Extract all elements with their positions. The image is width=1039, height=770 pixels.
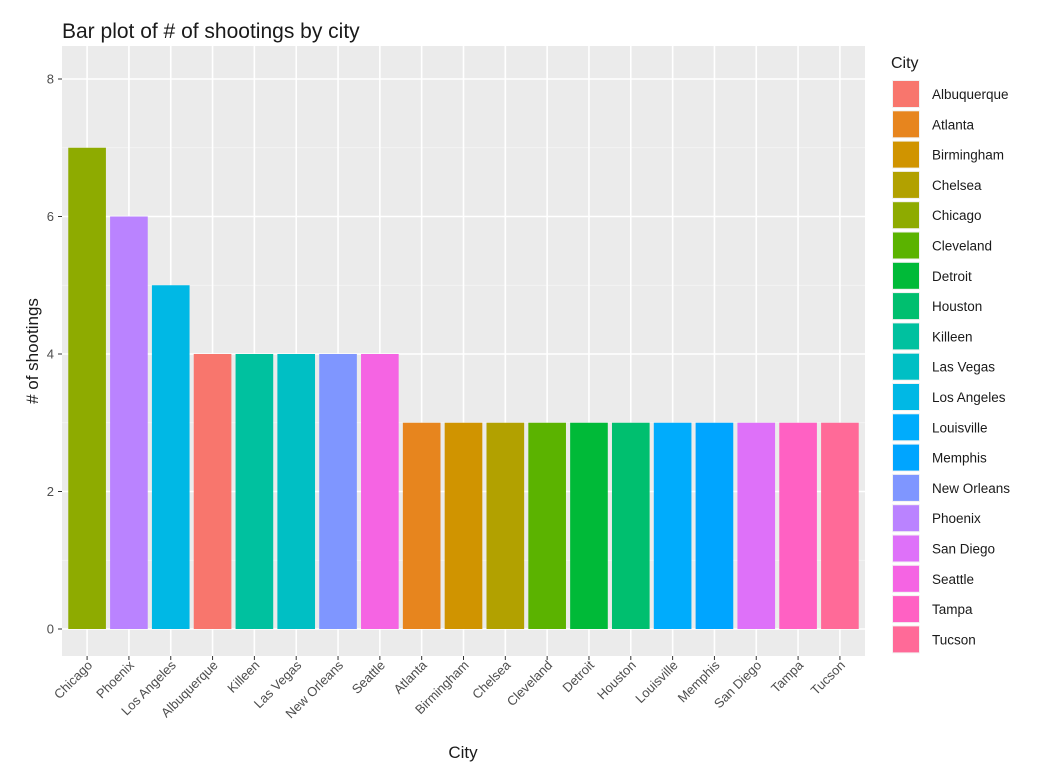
legend-label: Houston [932,299,982,314]
bar-seattle [361,354,399,629]
legend-swatch [893,384,919,410]
legend-swatch [893,565,919,592]
x-tick-label: Cleveland [504,658,555,709]
bar-houston [611,422,650,629]
legend-swatch [893,505,919,532]
legend-label: Los Angeles [932,390,1006,405]
legend-swatch [893,444,919,471]
legend-swatch [893,626,919,653]
y-tick-label: 6 [47,209,54,224]
x-tick-label: Killeen [224,658,262,696]
x-tick-label: Chicago [51,658,95,702]
y-tick-label: 8 [47,72,54,87]
bar-new-orleans [319,354,357,629]
legend-swatch [893,202,919,229]
legend-label: Chicago [932,208,982,223]
x-axis-title: City [448,743,478,762]
bar-birmingham [444,422,483,629]
bar-las-vegas [277,354,316,629]
legend-label: Killeen [932,329,973,344]
bar-albuquerque [193,354,232,629]
chart-title: Bar plot of # of shootings by city [62,20,360,43]
legend-label: Phoenix [932,511,981,526]
legend-label: New Orleans [932,481,1010,496]
y-axis-title: # of shootings [23,298,42,404]
legend-label: Tucson [932,632,976,647]
legend-label: San Diego [932,542,995,557]
legend-label: Detroit [932,269,972,284]
legend-swatch [893,262,919,289]
x-tick-label: Tampa [768,657,807,696]
legend-label: Tampa [932,602,973,617]
x-tick-label: Louisville [632,658,680,706]
legend-swatch [893,596,919,623]
legend-label: Birmingham [932,148,1004,163]
legend-title: City [891,55,919,72]
legend-swatch [893,474,919,501]
bar-tucson [821,422,859,629]
bar-phoenix [110,216,148,629]
legend-swatch [893,414,919,441]
y-tick-label: 4 [47,347,54,362]
legend-swatch [893,232,919,259]
bar-louisville [653,422,692,629]
y-axis: 0 2 4 6 8 [47,72,62,637]
legend-swatch [893,171,919,198]
legend-swatch [893,293,919,320]
bar-los-angeles [151,285,190,629]
legend-label: Albuquerque [932,87,1009,102]
bars [68,147,859,629]
legend-swatch [893,353,919,380]
legend-label: Cleveland [932,239,992,254]
y-tick-label: 2 [47,484,54,499]
legend-swatch [893,141,919,168]
bar-cleveland [528,422,566,629]
legend-label: Memphis [932,451,987,466]
x-tick-label: Seattle [349,658,388,697]
legend-label: Seattle [932,572,974,587]
bar-killeen [235,354,274,629]
bar-atlanta [402,422,441,629]
legend-label: Chelsea [932,178,982,193]
legend-label: Atlanta [932,117,975,132]
bar-san-diego [737,422,776,629]
bar-memphis [695,422,734,629]
x-tick-label: Atlanta [391,657,431,697]
legend-label: Las Vegas [932,360,995,375]
y-tick-label: 0 [47,622,54,637]
bar-chelsea [486,422,525,629]
legend-swatch [893,323,919,350]
bar-detroit [570,422,608,629]
legend-swatch [893,81,919,107]
bar-chicago [68,147,106,629]
bar-tampa [779,422,817,629]
legend-label: Louisville [932,420,988,435]
legend-swatch [893,111,919,138]
x-tick-label: Tucson [808,658,848,698]
x-tick-label: Detroit [559,657,597,695]
legend: Albuquerque Atlanta Birmingham Chelsea Chica… [892,80,1010,654]
legend-swatch [893,535,919,562]
